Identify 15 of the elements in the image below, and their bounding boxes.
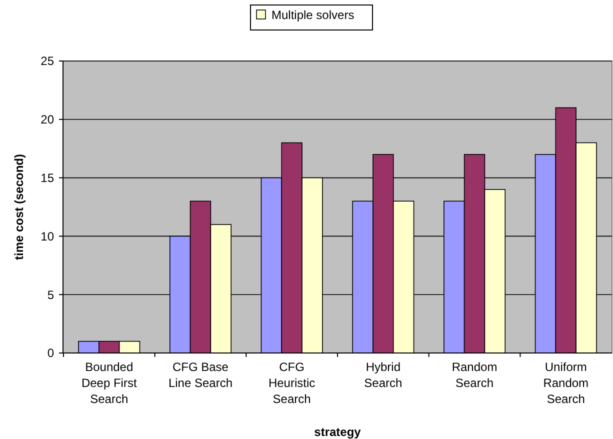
y-tick-label: 25 [40,54,54,68]
legend-label: Multiple solvers [272,8,354,22]
x-tick-label: Random Search [452,360,498,390]
x-tick-label: CFG Heuristic Search [268,360,316,406]
y-tick-label: 20 [40,112,54,127]
y-axis-title: time cost (second) [12,154,26,260]
y-tick-label: 10 [40,229,54,244]
x-tick-label: Bounded Deep First Search [81,360,138,406]
x-tick-label: Uniform Random Search [543,360,589,406]
x-tick-label: CFG Base Line Search [168,360,232,390]
y-tick-label: 0 [47,346,54,360]
y-tick-label: 5 [47,288,54,302]
y-tick-label: 15 [40,171,54,185]
x-tick-label: Hybrid Search [364,360,402,390]
x-axis-title: strategy [314,425,362,439]
